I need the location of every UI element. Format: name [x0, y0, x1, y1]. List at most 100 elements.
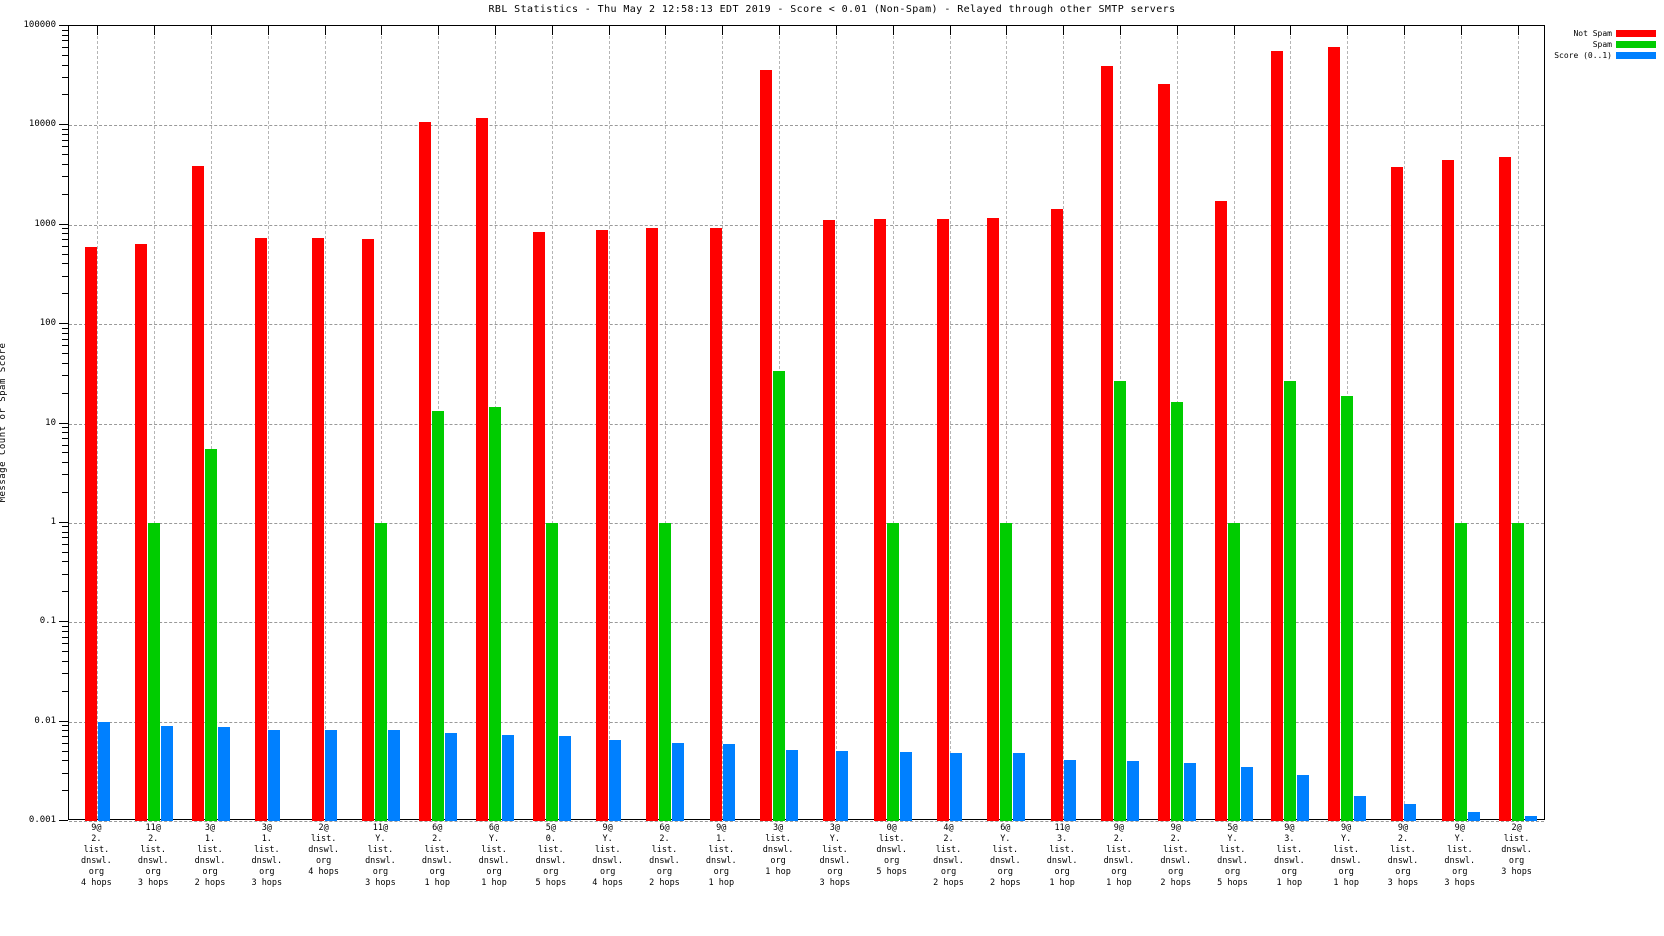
y-tick-minor	[62, 630, 68, 632]
y-tick-minor	[62, 736, 68, 738]
top-axis-tick	[1063, 26, 1064, 35]
bar-score-0-1	[1354, 796, 1366, 821]
x-tick-label: 6@ Y. list. dnswl. org 1 hop	[478, 823, 510, 888]
y-tick-minor	[62, 427, 68, 429]
legend-item: Spam	[1538, 39, 1656, 50]
vertical-gridline	[97, 26, 98, 819]
x-tick-label: 3@ Y. list. dnswl. org 3 hops	[819, 823, 851, 888]
bar-spam	[1284, 381, 1296, 821]
vertical-gridline	[1006, 26, 1007, 819]
bar-not-spam	[874, 219, 886, 821]
bar-not-spam	[476, 118, 488, 821]
bar-not-spam	[1499, 157, 1511, 821]
legend-item: Score (0..1)	[1538, 50, 1656, 61]
top-axis-tick	[1290, 26, 1291, 35]
y-tick-minor	[62, 452, 68, 454]
vertical-gridline	[665, 26, 666, 819]
x-tick-label: 9@ 2. list. dnswl. org 1 hop	[1103, 823, 1135, 888]
plot-area	[68, 25, 1545, 822]
bar-score-0-1	[723, 744, 735, 821]
bar-not-spam	[1051, 209, 1063, 821]
x-tick-label: 9@ 3. list. dnswl. org 1 hop	[1273, 823, 1305, 888]
y-tick-minor	[62, 750, 68, 752]
bar-spam	[375, 523, 387, 821]
top-axis-tick	[381, 26, 382, 35]
y-tick-minor	[62, 176, 68, 178]
x-tick-label: 11@ 3. list. dnswl. org 1 hop	[1046, 823, 1078, 888]
legend-swatch	[1616, 52, 1656, 59]
bar-spam	[1512, 523, 1524, 821]
x-tick-label: 6@ 2. list. dnswl. org 2 hops	[649, 823, 680, 888]
top-axis-tick	[722, 26, 723, 35]
y-tick-label: 1000	[34, 218, 56, 229]
top-axis-tick	[1347, 26, 1348, 35]
top-axis-tick	[1177, 26, 1178, 35]
y-tick-minor	[62, 437, 68, 439]
bar-spam	[546, 523, 558, 821]
y-tick-minor	[62, 531, 68, 533]
bar-not-spam	[710, 228, 722, 821]
bar-not-spam	[823, 220, 835, 821]
x-tick-label: 9@ Y. list. dnswl. org 3 hops	[1444, 823, 1476, 888]
bar-score-0-1	[1468, 812, 1480, 821]
y-tick-minor	[62, 253, 68, 255]
horizontal-gridline	[69, 125, 1544, 127]
y-tick-minor	[62, 245, 68, 247]
y-tick-label: 100000	[23, 20, 56, 30]
y-tick-minor	[62, 772, 68, 774]
bar-spam	[205, 449, 217, 821]
y-tick-minor	[62, 163, 68, 165]
bar-score-0-1	[218, 727, 230, 821]
vertical-gridline	[836, 26, 837, 819]
y-tick-label: 0.01	[34, 715, 56, 726]
x-tick-label: 2@ list. dnswl. org 4 hops	[308, 823, 339, 877]
top-axis-tick	[1234, 26, 1235, 35]
y-tick-label: 100	[39, 318, 56, 329]
bar-score-0-1	[1013, 753, 1025, 821]
y-tick-minor	[62, 345, 68, 347]
legend-swatch	[1616, 41, 1656, 48]
legend-swatch	[1616, 30, 1656, 37]
bar-score-0-1	[1241, 767, 1253, 821]
top-axis-tick	[552, 26, 553, 35]
bar-not-spam	[1215, 201, 1227, 821]
vertical-gridline	[609, 26, 610, 819]
y-tick-minor	[62, 561, 68, 563]
y-tick-minor	[62, 643, 68, 645]
y-tick-minor	[62, 392, 68, 394]
y-tick-minor	[62, 690, 68, 692]
bar-spam	[1228, 523, 1240, 821]
y-tick-minor	[62, 332, 68, 334]
bar-score-0-1	[1297, 775, 1309, 821]
vertical-gridline	[211, 26, 212, 819]
x-tick-label: 3@ 1. list. dnswl. org 2 hops	[194, 823, 226, 888]
y-tick-major	[59, 720, 68, 722]
horizontal-gridline	[69, 324, 1544, 326]
top-axis-tick	[1461, 26, 1462, 35]
legend-label: Spam	[1592, 40, 1612, 49]
top-axis-tick	[495, 26, 496, 35]
bar-not-spam	[1271, 51, 1283, 821]
bar-not-spam	[596, 230, 608, 821]
y-tick-minor	[62, 362, 68, 364]
bar-not-spam	[135, 244, 147, 821]
y-tick-minor	[62, 573, 68, 575]
vertical-gridline	[722, 26, 723, 819]
y-tick-minor	[62, 239, 68, 241]
bar-not-spam	[1391, 167, 1403, 821]
horizontal-gridline	[69, 622, 1544, 624]
bar-score-0-1	[161, 726, 173, 821]
y-tick-label: 10	[45, 417, 56, 428]
vertical-gridline	[1461, 26, 1462, 819]
y-tick-minor	[62, 263, 68, 265]
top-axis-tick	[97, 26, 98, 35]
y-tick-minor	[62, 54, 68, 56]
x-tick-label: 2@ list. dnswl. org 3 hops	[1501, 823, 1532, 877]
y-tick-minor	[62, 146, 68, 148]
x-tick-label: 4@ 2. list. dnswl. org 2 hops	[933, 823, 964, 888]
y-tick-minor	[62, 128, 68, 130]
bar-score-0-1	[950, 753, 962, 821]
y-tick-major	[59, 323, 68, 325]
bar-score-0-1	[445, 733, 457, 821]
